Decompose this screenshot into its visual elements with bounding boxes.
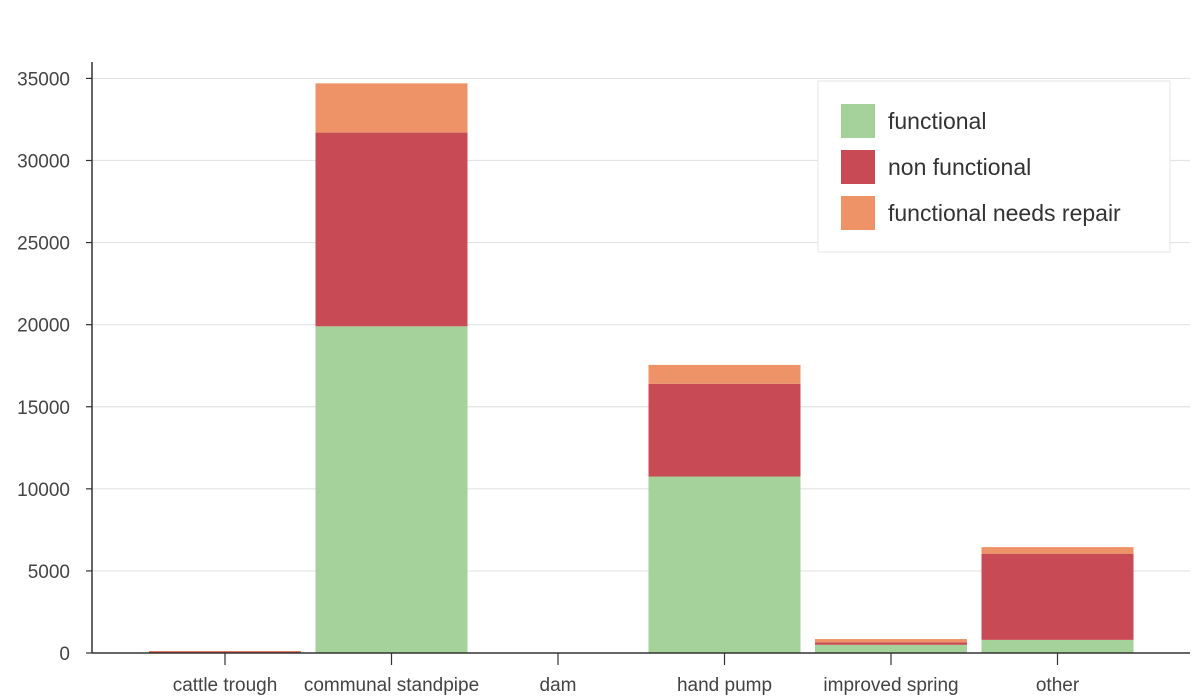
bar-other-functional xyxy=(981,639,1134,653)
x-tick-label: hand pump xyxy=(677,675,772,696)
legend: functional non functional functional needs… xyxy=(817,80,1171,253)
y-tick-label: 25000 xyxy=(17,234,70,255)
bar-communal-standpipe-non-functional xyxy=(315,132,468,327)
x-tick-label: communal standpipe xyxy=(304,675,479,696)
bar-communal-standpipe-functional xyxy=(315,326,468,653)
x-tick-label: cattle trough xyxy=(173,675,278,696)
bar-cattle-trough-non-functional xyxy=(149,651,301,653)
y-tick-label: 5000 xyxy=(28,562,70,583)
x-tick-label: other xyxy=(1036,675,1080,696)
bar-other-non-functional xyxy=(981,553,1134,640)
legend-label-non-functional: non functional xyxy=(888,154,1031,180)
x-tick-label: dam xyxy=(540,675,577,696)
legend-swatch-non-functional xyxy=(841,150,875,184)
grid-lines xyxy=(92,77,1190,572)
legend-box xyxy=(817,80,1171,253)
bars-layer xyxy=(149,83,1134,654)
legend-label-functional-needs-repair: functional needs repair xyxy=(888,200,1121,226)
y-tick-label: 0 xyxy=(59,644,70,665)
bar-communal-standpipe-functional-needs-repair xyxy=(315,83,468,133)
y-tick-label: 30000 xyxy=(17,152,70,173)
bar-improved-spring-functional-needs-repair xyxy=(815,639,967,643)
y-tick-label: 15000 xyxy=(17,398,70,419)
axes-layer: 0 5000 10000 15000 20000 25000 30000 35000 cattl… xyxy=(17,62,1190,696)
legend-swatch-functional xyxy=(841,104,875,138)
legend-swatch-functional-needs-repair xyxy=(841,196,875,230)
bar-cattle-trough-functional-needs-repair xyxy=(149,651,301,652)
bar-hand-pump-non-functional xyxy=(648,383,801,477)
y-tick-label: 35000 xyxy=(17,69,70,90)
x-tick-label: improved spring xyxy=(823,675,958,696)
bar-improved-spring-functional xyxy=(815,644,967,653)
y-tick-label: 20000 xyxy=(17,316,70,337)
y-tick-label: 10000 xyxy=(17,480,70,501)
bar-other-functional-needs-repair xyxy=(981,547,1134,554)
bar-improved-spring-non-functional xyxy=(815,642,967,645)
legend-label-functional: functional xyxy=(888,108,986,134)
bar-hand-pump-functional-needs-repair xyxy=(648,364,801,384)
bar-hand-pump-functional xyxy=(648,476,801,653)
